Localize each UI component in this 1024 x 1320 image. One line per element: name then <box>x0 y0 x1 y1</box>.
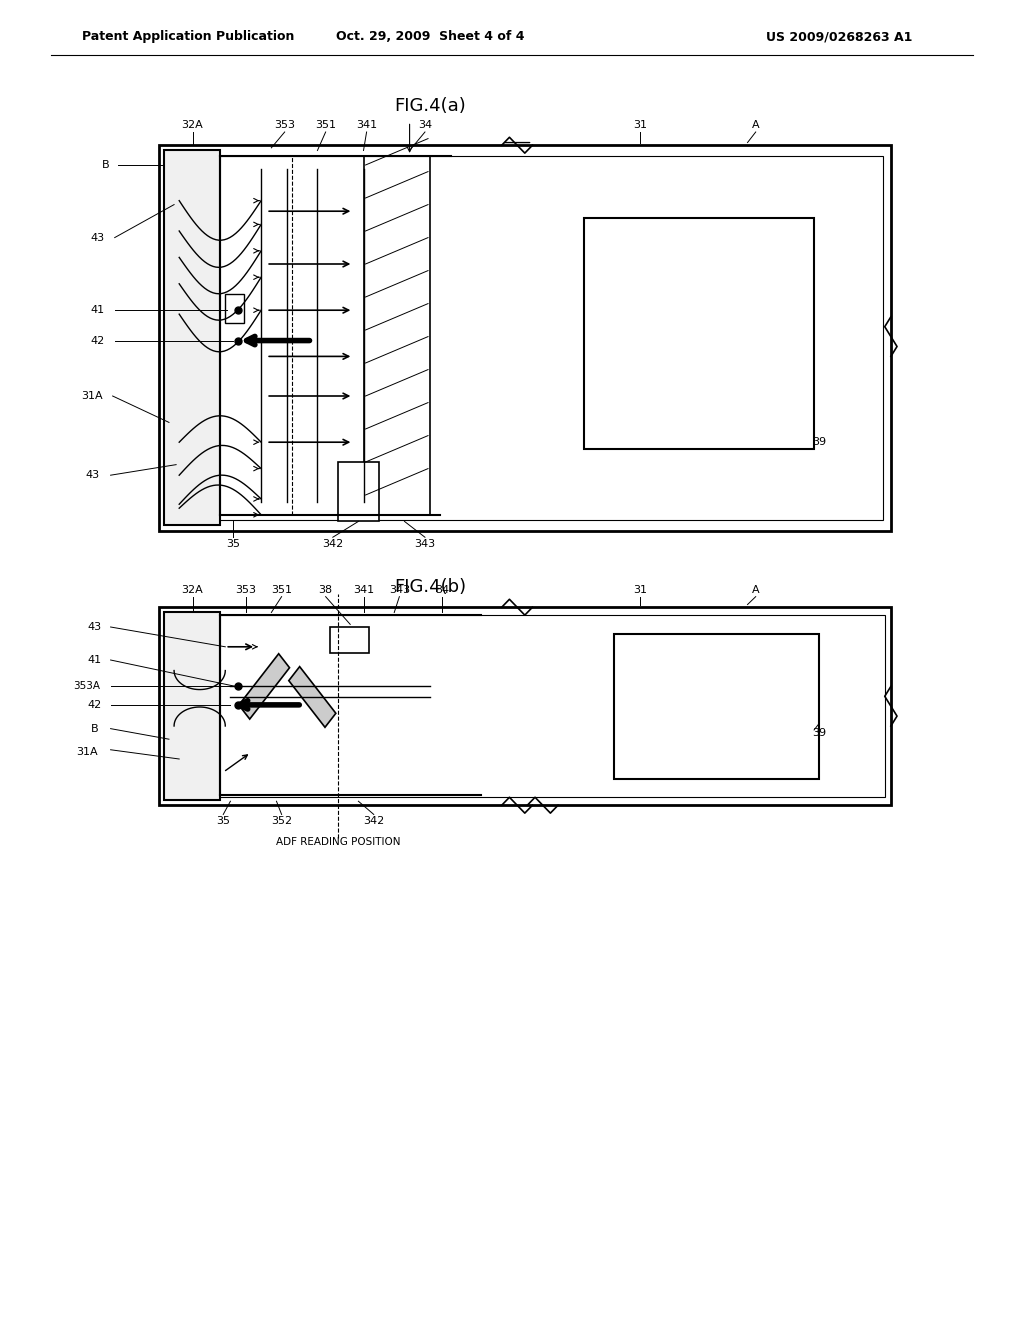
Text: A: A <box>752 120 760 131</box>
Text: Oct. 29, 2009  Sheet 4 of 4: Oct. 29, 2009 Sheet 4 of 4 <box>336 30 524 44</box>
Polygon shape <box>239 653 290 719</box>
Bar <box>159 607 891 805</box>
Bar <box>164 150 220 525</box>
Text: 353: 353 <box>274 120 295 131</box>
Polygon shape <box>289 667 336 727</box>
Text: 34: 34 <box>435 585 450 595</box>
Text: 35: 35 <box>216 816 230 826</box>
Bar <box>167 156 883 520</box>
Text: 32A: 32A <box>181 120 204 131</box>
Text: 351: 351 <box>315 120 336 131</box>
Text: 43: 43 <box>90 232 104 243</box>
Text: B: B <box>101 160 110 170</box>
Bar <box>225 294 244 323</box>
Text: 34: 34 <box>418 120 432 131</box>
Text: 41: 41 <box>90 305 104 315</box>
Text: 342: 342 <box>364 816 384 826</box>
Text: ADF READING POSITION: ADF READING POSITION <box>275 837 400 847</box>
Text: 31: 31 <box>633 120 647 131</box>
Text: 43: 43 <box>87 622 101 632</box>
Text: 43: 43 <box>85 470 99 480</box>
Text: US 2009/0268263 A1: US 2009/0268263 A1 <box>767 30 912 44</box>
Text: 39: 39 <box>812 437 826 447</box>
Bar <box>165 615 885 797</box>
Text: 35: 35 <box>226 539 241 549</box>
Text: 42: 42 <box>90 335 104 346</box>
Text: 342: 342 <box>323 539 343 549</box>
Text: 42: 42 <box>87 700 101 710</box>
Bar <box>159 145 891 531</box>
Bar <box>338 462 379 521</box>
Text: A: A <box>752 585 760 595</box>
Text: 31A: 31A <box>76 747 98 758</box>
Text: 353A: 353A <box>74 681 100 692</box>
Text: 31: 31 <box>633 585 647 595</box>
Text: 32A: 32A <box>181 585 204 595</box>
Bar <box>164 612 220 800</box>
Text: FIG.4(b): FIG.4(b) <box>394 578 466 597</box>
Text: 341: 341 <box>356 120 377 131</box>
Text: Patent Application Publication: Patent Application Publication <box>82 30 294 44</box>
Text: 31A: 31A <box>81 391 103 401</box>
Bar <box>364 156 430 515</box>
Bar <box>330 627 369 653</box>
Text: FIG.4(a): FIG.4(a) <box>394 96 466 115</box>
Text: 41: 41 <box>87 655 101 665</box>
Text: 352: 352 <box>271 816 292 826</box>
Text: 353: 353 <box>236 585 256 595</box>
Bar <box>614 634 819 779</box>
Text: 343: 343 <box>389 585 410 595</box>
Text: 39: 39 <box>812 727 826 738</box>
Bar <box>584 218 814 449</box>
Text: 343: 343 <box>415 539 435 549</box>
Text: 38: 38 <box>318 585 333 595</box>
Text: 351: 351 <box>271 585 292 595</box>
Text: 341: 341 <box>353 585 374 595</box>
Text: B: B <box>90 723 98 734</box>
